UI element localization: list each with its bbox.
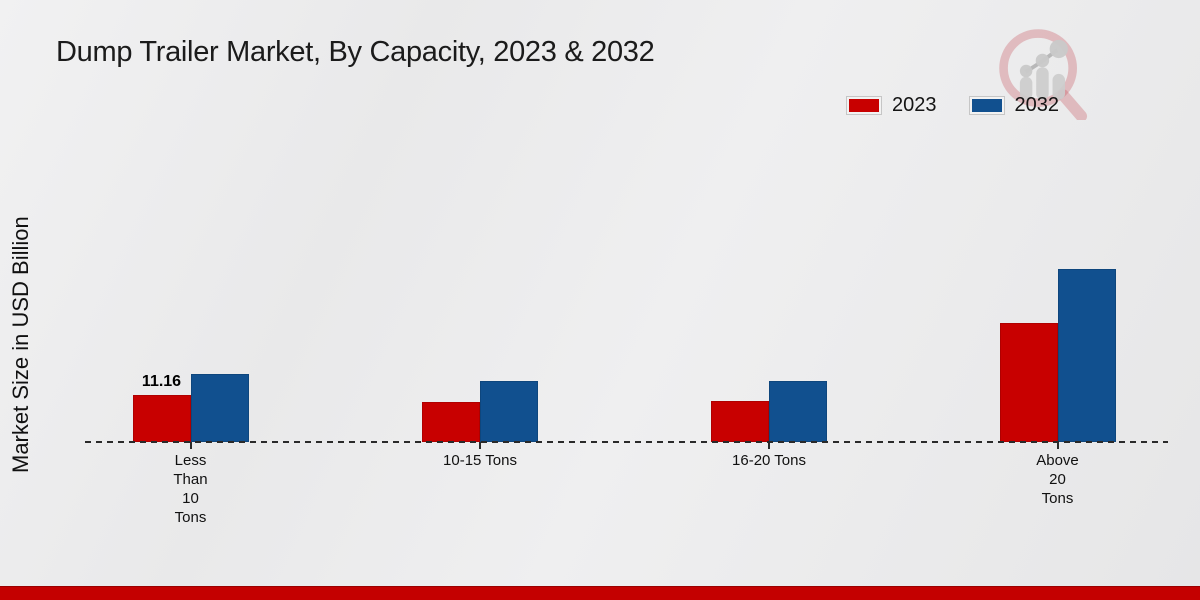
legend-swatch-2032 [971, 99, 1002, 112]
x-axis-tick [1056, 442, 1059, 449]
x-tick-label-line: 16-20 Tons [732, 452, 806, 469]
legend-item-2023: 2023 [846, 94, 937, 117]
bar-2023-10-15-tons [422, 402, 480, 442]
x-tick-label-line: Above [1036, 452, 1079, 469]
y-axis-label: Market Size in USD Billion [8, 216, 33, 474]
x-tick-label-line: 10 [182, 490, 199, 507]
bar-2032-above-20-tons [1057, 269, 1116, 442]
bar-2032-10-15-tons [480, 381, 538, 442]
x-axis-tick [479, 442, 481, 449]
x-tick-label-above-20-tons: Above 20 Tons [988, 451, 1128, 508]
x-tick-label-line: Tons [174, 509, 207, 526]
legend: 2023 2032 [846, 94, 1059, 117]
legend-swatch-frame [846, 96, 882, 115]
x-tick-label-line: 20 [1049, 471, 1066, 488]
x-tick-label-16-20-tons: 16-20 Tons [699, 451, 839, 470]
x-tick-label-10-15-tons: 10-15 Tons [410, 451, 550, 470]
legend-label-2023: 2023 [892, 94, 937, 116]
legend-label-2032: 2032 [1014, 94, 1060, 116]
x-tick-label-line: 10-15 Tons [443, 452, 517, 469]
legend-item-2032: 2032 [968, 94, 1060, 117]
x-tick-label-less-than-10-tons: Less Than 10 Tons [121, 451, 261, 527]
x-tick-label-line: Tons [1041, 490, 1074, 507]
bar-2032-less-than-10-tons [190, 374, 249, 442]
x-axis-tick [768, 442, 770, 449]
x-tick-label-line: Less [174, 452, 207, 469]
footer-stripe [0, 586, 1200, 600]
x-axis-tick [189, 442, 192, 449]
bar-value-label: 11.16 [141, 373, 182, 390]
chart-magnifier-logo-icon [999, 29, 1088, 120]
legend-swatch-frame [968, 96, 1005, 115]
bar-2023-less-than-10-tons [132, 395, 191, 442]
x-axis-baseline [85, 441, 1168, 443]
bar-2032-16-20-tons [769, 381, 827, 442]
bar-2023-16-20-tons [711, 401, 769, 442]
x-tick-label-line: Than [173, 471, 208, 488]
legend-swatch-2023 [849, 99, 879, 112]
bar-2023-above-20-tons [999, 323, 1058, 442]
chart-title: Dump Trailer Market, By Capacity, 2023 &… [56, 36, 655, 68]
